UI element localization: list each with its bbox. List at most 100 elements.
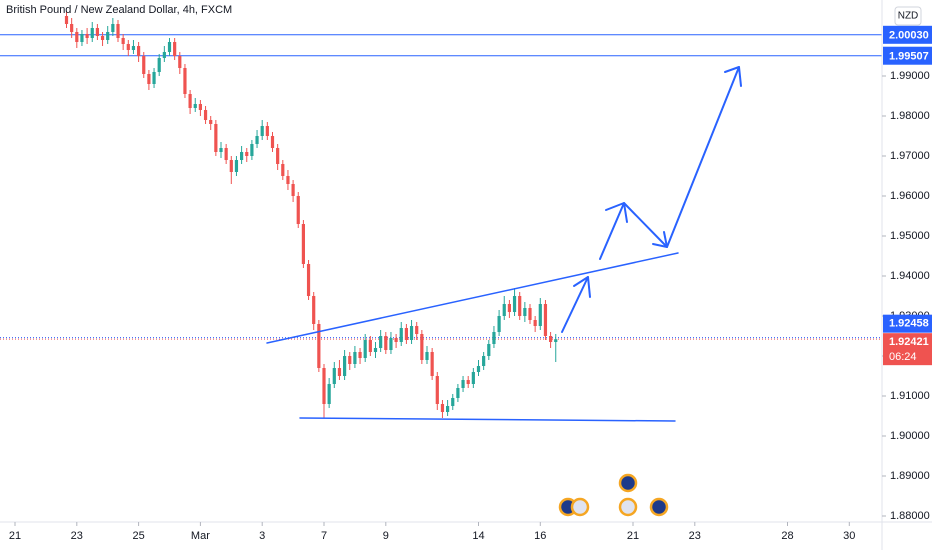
candle-body xyxy=(518,296,522,316)
candle-body xyxy=(214,124,218,152)
x-tick-label: Mar xyxy=(191,530,210,542)
y-tick-label: 1.96000 xyxy=(890,190,930,202)
scale-layer: 1.880001.890001.900001.910001.920001.930… xyxy=(9,25,932,542)
candle-body xyxy=(131,46,136,50)
candle-body xyxy=(548,336,553,342)
x-tick-label: 25 xyxy=(132,530,144,542)
candle-body xyxy=(229,160,233,172)
candle-body xyxy=(528,308,532,320)
x-tick-label: 9 xyxy=(383,530,389,542)
drawings xyxy=(266,66,742,422)
candle-body xyxy=(203,110,208,120)
candle-body xyxy=(523,308,527,316)
candle-body xyxy=(343,356,347,376)
trend-line xyxy=(266,252,679,344)
event-icons xyxy=(558,473,669,517)
event-icon xyxy=(618,497,638,517)
event-icon xyxy=(649,497,669,517)
candle-body xyxy=(286,176,290,184)
price-label: 1.92421 xyxy=(889,336,929,348)
candle-body xyxy=(337,368,342,376)
candle-body xyxy=(193,104,197,108)
price-label: 1.99507 xyxy=(889,51,929,63)
candle-body xyxy=(471,372,475,384)
y-tick-label: 1.89000 xyxy=(890,470,930,482)
candle-body xyxy=(420,334,424,360)
candle-body xyxy=(456,388,460,398)
candle-body xyxy=(373,348,378,352)
price-label-box xyxy=(883,25,932,44)
arrow-head xyxy=(652,231,668,248)
y-tick-label: 1.94000 xyxy=(890,270,930,282)
candle-body xyxy=(183,68,187,94)
support-line xyxy=(299,417,676,422)
y-tick-label: 1.91000 xyxy=(890,390,930,402)
candle-body xyxy=(384,336,388,350)
y-tick-label: 1.98000 xyxy=(890,110,930,122)
candle-body xyxy=(75,32,79,42)
candle-body xyxy=(162,52,166,58)
candle-body xyxy=(296,196,300,224)
x-tick-label: 16 xyxy=(534,530,546,542)
candle-body xyxy=(85,34,89,38)
x-tick-label: 7 xyxy=(321,530,327,542)
candle-body xyxy=(116,24,120,38)
y-tick-label: 1.90000 xyxy=(890,430,930,442)
candle-body xyxy=(512,296,517,312)
candle-body xyxy=(260,126,264,136)
arrow-head xyxy=(573,276,591,298)
candle-body xyxy=(348,356,352,364)
candle-body xyxy=(126,44,130,50)
price-label-box xyxy=(883,314,932,333)
candle-body xyxy=(281,164,285,176)
x-tick-label: 14 xyxy=(472,530,484,542)
candle-body xyxy=(476,366,481,372)
candle-body xyxy=(538,304,542,326)
candle-body xyxy=(445,406,450,412)
candle-body xyxy=(306,264,311,296)
countdown-label: 06:24 xyxy=(889,351,917,363)
currency-label[interactable]: NZD xyxy=(898,11,919,22)
candle-body xyxy=(399,328,403,342)
currency-button[interactable] xyxy=(894,6,922,26)
candle-body xyxy=(152,72,156,84)
candle-body xyxy=(301,224,306,264)
candle-body xyxy=(234,160,239,172)
candle-body xyxy=(368,340,372,352)
candle-body xyxy=(322,368,326,404)
arrow xyxy=(561,276,589,333)
y-tick-label: 1.88000 xyxy=(890,510,930,522)
candle-body xyxy=(358,352,362,358)
candle-body xyxy=(265,126,269,136)
candle-body xyxy=(178,56,182,68)
candle-body xyxy=(147,74,151,84)
candle-body xyxy=(245,152,249,156)
x-tick-label: 30 xyxy=(843,530,855,542)
candle-body xyxy=(255,136,259,144)
candle-body xyxy=(353,352,357,364)
projection-path xyxy=(599,66,740,260)
arrow-head xyxy=(605,202,628,223)
price-label: 2.00030 xyxy=(889,30,929,42)
price-label-box xyxy=(883,46,932,65)
candle-body xyxy=(157,58,161,72)
candle-body xyxy=(497,316,501,332)
candle-body xyxy=(317,324,321,368)
x-tick-label: 23 xyxy=(689,530,701,542)
chart-title: British Pound / New Zealand Dollar, 4h, … xyxy=(6,4,232,16)
candle-body xyxy=(209,120,213,124)
candle-body xyxy=(533,320,537,326)
candle-body xyxy=(64,16,69,24)
candle-body xyxy=(332,368,336,384)
candle-body xyxy=(100,36,105,40)
candle-body xyxy=(70,24,74,32)
plot-layer xyxy=(0,12,882,418)
event-icon xyxy=(570,497,590,517)
candle-body xyxy=(379,336,383,348)
y-tick-label: 1.95000 xyxy=(890,230,930,242)
candle-body xyxy=(409,326,414,340)
candle-body xyxy=(466,380,470,384)
candle-body xyxy=(121,38,125,44)
